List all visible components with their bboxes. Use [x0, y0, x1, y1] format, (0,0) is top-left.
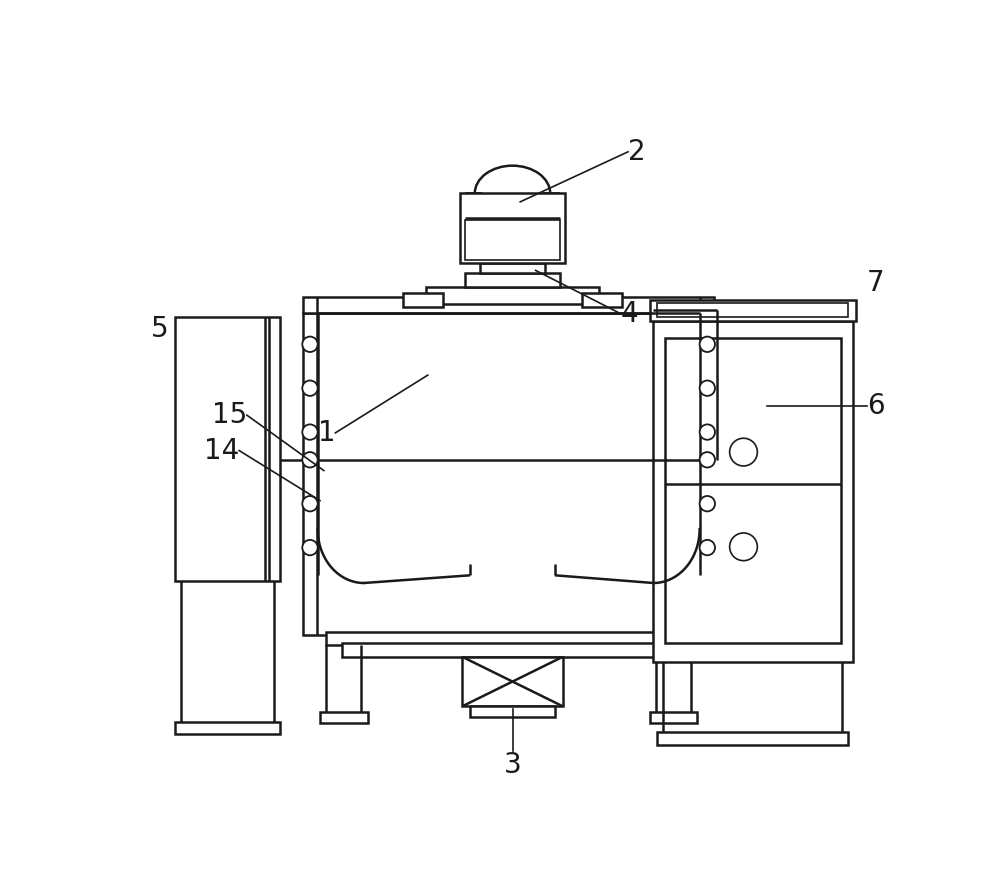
Bar — [320, 713, 368, 723]
Bar — [653, 321, 853, 662]
Bar — [657, 303, 848, 317]
Text: 15: 15 — [212, 401, 247, 429]
Bar — [480, 262, 545, 274]
Circle shape — [700, 452, 715, 467]
Bar — [665, 338, 841, 643]
Text: 2: 2 — [628, 138, 646, 165]
Circle shape — [302, 380, 318, 396]
Bar — [426, 287, 599, 304]
Bar — [326, 632, 691, 644]
Bar — [175, 722, 280, 734]
Bar — [465, 274, 560, 287]
Bar — [175, 318, 280, 582]
Bar — [403, 293, 443, 307]
Circle shape — [730, 533, 757, 561]
Circle shape — [700, 380, 715, 396]
Circle shape — [700, 424, 715, 440]
Bar — [303, 297, 714, 313]
Circle shape — [700, 336, 715, 352]
Circle shape — [700, 496, 715, 511]
Bar — [657, 732, 848, 744]
Text: 7: 7 — [867, 268, 884, 297]
Text: 4: 4 — [620, 299, 638, 327]
Bar — [470, 706, 555, 717]
Circle shape — [302, 452, 318, 467]
Circle shape — [302, 539, 318, 555]
Bar — [582, 293, 622, 307]
Bar — [465, 219, 560, 260]
Circle shape — [700, 539, 715, 555]
Circle shape — [302, 496, 318, 511]
Bar — [342, 643, 676, 656]
Text: 5: 5 — [151, 315, 168, 343]
Circle shape — [302, 424, 318, 440]
Bar — [460, 194, 565, 262]
Text: 14: 14 — [204, 436, 239, 465]
Bar — [650, 299, 856, 321]
Bar — [462, 656, 563, 706]
Bar — [650, 713, 697, 723]
Circle shape — [302, 336, 318, 352]
Circle shape — [730, 438, 757, 466]
Text: 6: 6 — [867, 392, 884, 420]
Bar — [303, 313, 714, 635]
Text: 1: 1 — [318, 419, 335, 447]
Text: 3: 3 — [504, 751, 521, 779]
